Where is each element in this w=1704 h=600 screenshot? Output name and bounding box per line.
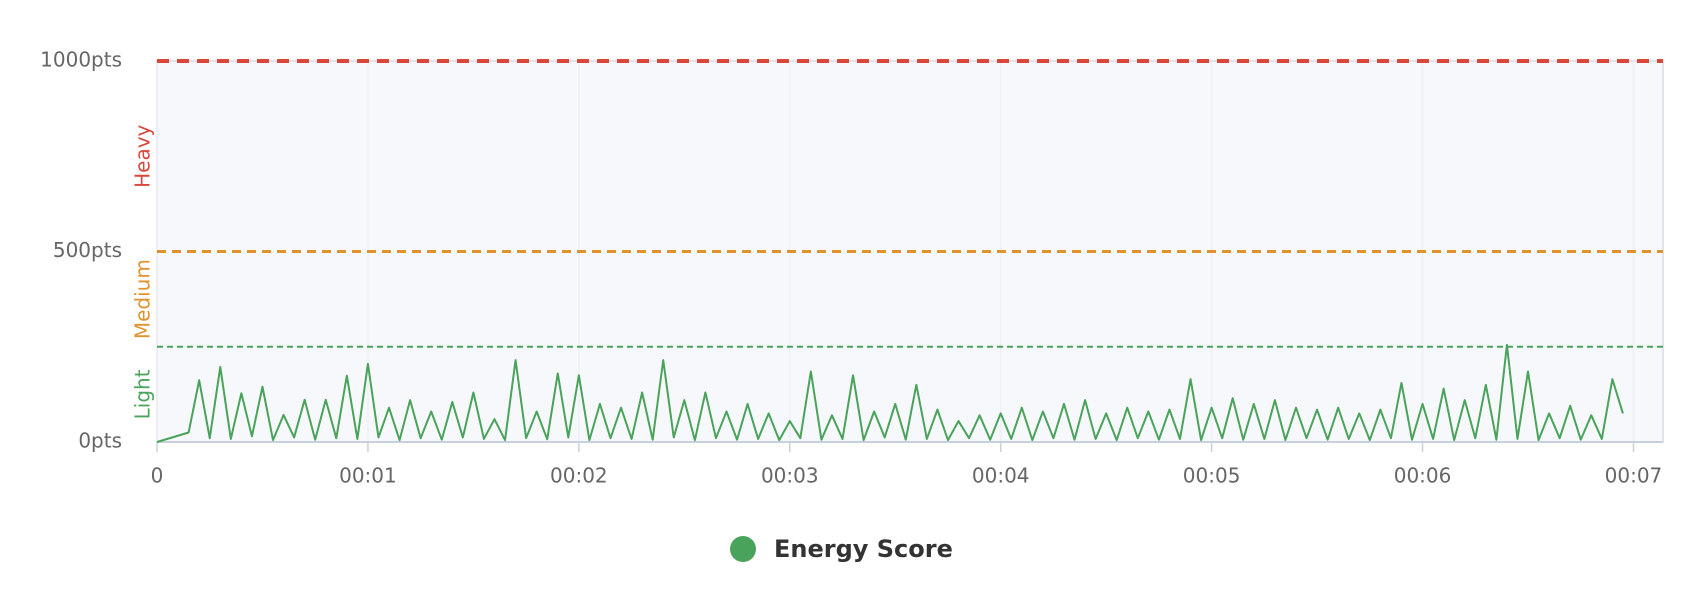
y-tick-label: 1000pts <box>40 48 122 72</box>
x-tick-label: 00:04 <box>972 464 1030 488</box>
legend-marker <box>730 536 756 562</box>
threshold-label: Medium <box>131 259 155 339</box>
x-tick-label: 0 <box>151 464 164 488</box>
threshold-label: Heavy <box>131 124 155 187</box>
x-tick-label: 00:07 <box>1605 464 1663 488</box>
x-tick-label: 00:02 <box>550 464 608 488</box>
x-tick-label: 00:03 <box>761 464 819 488</box>
threshold-label: Light <box>131 369 155 419</box>
series-line <box>156 343 1624 443</box>
x-tick-label: 00:05 <box>1183 464 1241 488</box>
y-tick-label: 500pts <box>53 238 122 262</box>
x-tick-label: 00:06 <box>1394 464 1452 488</box>
x-tick-label: 00:01 <box>339 464 397 488</box>
legend-label: Energy Score <box>774 535 953 563</box>
y-tick-label: 0pts <box>78 429 122 453</box>
